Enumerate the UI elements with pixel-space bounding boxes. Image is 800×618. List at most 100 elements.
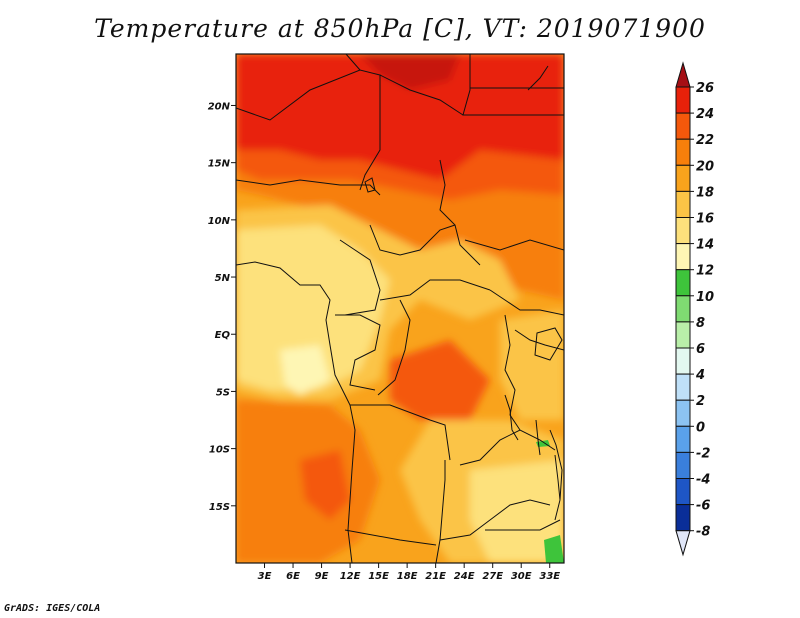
- lat-tick-label: 5S: [216, 387, 230, 398]
- colorbar-label: 12: [696, 264, 714, 279]
- lon-tick-label: 6E: [286, 571, 300, 582]
- colorbar-label: 6: [696, 342, 705, 357]
- field-region-16-18-east: [500, 310, 564, 420]
- border-southsudan-east: [489, 289, 564, 316]
- colorbar-box: [675, 86, 691, 114]
- field-region-12-14-coast: [280, 345, 330, 395]
- lat-tick-label: 10S: [209, 445, 230, 456]
- border-congo-drc: [377, 299, 411, 396]
- colorbar-label: 4: [695, 368, 705, 383]
- colorbar-label: 10: [696, 290, 714, 305]
- colorbar-label: 24: [696, 107, 714, 122]
- colorbar-label: 0: [696, 420, 705, 435]
- colorbar-top-triangle: [675, 61, 691, 88]
- colorbar-box: [675, 112, 691, 140]
- colorbar-box: [675, 217, 691, 245]
- coastline-west-africa: [236, 261, 356, 563]
- lon-tick-label: 27E: [482, 571, 503, 582]
- border-niger-chad: [379, 74, 464, 116]
- field-region-above-26: [360, 54, 460, 90]
- colorbar-label: 20: [696, 159, 714, 174]
- border-sahel: [236, 179, 381, 196]
- colorbar-box: [675, 269, 691, 297]
- lake-malawi: [535, 419, 541, 456]
- border-car-drc: [379, 279, 491, 301]
- lake-sahel: [527, 65, 549, 91]
- border-libya-egypt: [462, 54, 564, 116]
- colorbar-box: [675, 347, 691, 375]
- border-sudan-southsudan: [464, 239, 564, 251]
- colorbar-label: 22: [696, 133, 714, 148]
- colorbar-box: [675, 190, 691, 218]
- lake-chad: [364, 177, 376, 193]
- country-borders: [236, 54, 564, 563]
- border-sahara-1: [236, 69, 381, 191]
- lat-tick-label: 5N: [215, 273, 231, 284]
- lon-tick-label: 33E: [539, 571, 560, 582]
- colorbar-label: -2: [696, 446, 710, 461]
- field-region-10-12-se: [544, 535, 564, 563]
- temperature-field: [236, 54, 564, 563]
- border-zambia-east: [459, 429, 556, 466]
- colorbar-box: [675, 504, 691, 532]
- lat-tick-label: 10N: [208, 216, 231, 227]
- border-gabon-congo: [335, 314, 381, 391]
- border-angola-zambia: [435, 460, 446, 563]
- colorbar-label: 26: [696, 81, 714, 96]
- field-region-20-22-sw: [300, 450, 350, 520]
- colorbar-label: 2: [696, 394, 705, 409]
- lon-tick-label: 24E: [454, 571, 475, 582]
- lon-tick-label: 21E: [425, 571, 446, 582]
- colorbar-label: 14: [696, 238, 714, 253]
- field-region-24-26-north: [236, 54, 564, 180]
- field-region-14-16-se: [470, 460, 564, 563]
- border-zimbabwe: [485, 519, 561, 531]
- colorbar-label: 8: [696, 316, 705, 331]
- border-sahara-2: [345, 54, 361, 71]
- border-cameroon: [339, 239, 381, 316]
- coast-east: [549, 429, 563, 501]
- colorbar-label: -4: [696, 473, 710, 488]
- field-region-20-22-congo: [390, 340, 490, 420]
- colorbar-box: [675, 164, 691, 192]
- lon-tick-label: 30E: [511, 571, 532, 582]
- lake-victoria: [534, 327, 563, 361]
- border-zambia-south: [439, 499, 551, 541]
- colorbar-bottom-triangle: [675, 530, 691, 557]
- lake-tanganyika: [504, 394, 519, 441]
- border-namibia: [344, 529, 437, 546]
- lon-tick-label: 15E: [368, 571, 389, 582]
- colorbar-box: [675, 373, 691, 401]
- lon-tick-label: 18E: [397, 571, 418, 582]
- colorbar-box: [675, 321, 691, 349]
- colorbar-box: [675, 399, 691, 427]
- border-angola-north: [350, 404, 451, 461]
- longitude-axis: 3E 6E 9E 12E 15E 18E 21E 24E 27E 30E 33E: [258, 563, 560, 582]
- lon-tick-label: 9E: [315, 571, 329, 582]
- colorbar-label: 16: [696, 212, 714, 227]
- field-region-10-12-lake: [536, 440, 550, 447]
- latitude-axis: 20N 15N 10N 5N EQ 5S 10S 15S: [208, 101, 236, 513]
- map-title: Temperature at 850hPa [C], VT: 201907190…: [94, 14, 706, 43]
- lat-tick-label: 15S: [209, 502, 230, 513]
- colorbar-box: [675, 478, 691, 506]
- colorbar-label: -6: [696, 499, 710, 514]
- colorbar-label: 18: [696, 185, 714, 200]
- map-frame: [235, 53, 565, 564]
- colorbar-box: [675, 243, 691, 271]
- colorbar-box: [675, 295, 691, 323]
- border-uganda-kenya: [514, 329, 564, 351]
- border-chad-sudan: [439, 159, 481, 266]
- colorbar-box: [675, 138, 691, 166]
- lat-tick-label: 15N: [208, 159, 231, 170]
- colorbar-label: -8: [696, 525, 710, 540]
- border-chad-car: [369, 224, 456, 256]
- grads-credit: GrADS: IGES/COLA: [4, 603, 101, 614]
- lat-tick-label: 20N: [208, 101, 231, 112]
- lat-tick-label: EQ: [215, 330, 231, 341]
- lon-tick-label: 12E: [340, 571, 361, 582]
- colorbar-box: [675, 425, 691, 453]
- border-drc-east: [504, 314, 521, 431]
